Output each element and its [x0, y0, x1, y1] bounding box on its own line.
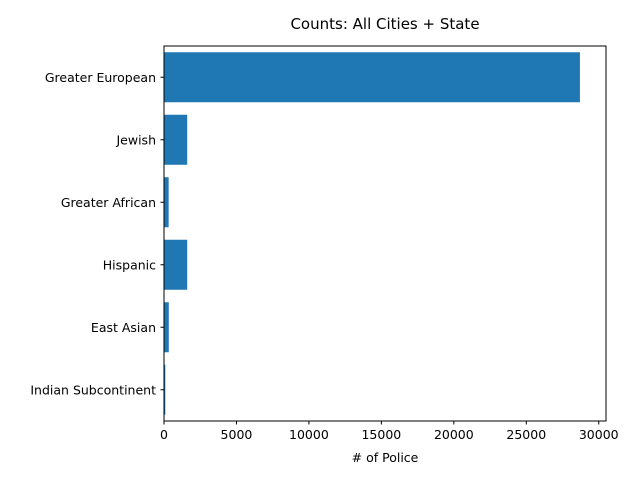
y-axis-ticks: Greater European Jewish Greater African His… [30, 70, 164, 397]
y-tick-label: Greater African [61, 195, 156, 210]
y-tick-label: Jewish [115, 132, 156, 147]
x-tick-label: 20000 [434, 427, 474, 442]
chart-title: Counts: All Cities + State [290, 15, 479, 33]
y-tick-label: East Asian [91, 320, 156, 335]
x-tick-label: 25000 [506, 427, 546, 442]
bar-hispanic [164, 239, 188, 290]
bar-greater-african [164, 177, 169, 228]
plot-frame [163, 45, 607, 422]
x-tick-label: 15000 [361, 427, 401, 442]
bar-greater-european [164, 52, 580, 103]
bar-indian-subcontinent [164, 364, 166, 415]
x-tick-label: 0 [160, 427, 168, 442]
y-tick-label: Indian Subcontinent [30, 382, 156, 397]
bar-east-asian [164, 302, 169, 353]
x-axis-title: # of Police [352, 450, 419, 465]
y-tick-label: Greater European [45, 70, 156, 85]
bar-jewish [164, 114, 188, 165]
y-tick-label: Hispanic [103, 257, 156, 272]
x-axis-ticks: 0 5000 10000 15000 20000 25000 30000 [160, 421, 619, 442]
x-tick-label: 10000 [289, 427, 329, 442]
x-tick-label: 30000 [579, 427, 619, 442]
x-tick-label: 5000 [221, 427, 253, 442]
bars-group [164, 52, 580, 415]
